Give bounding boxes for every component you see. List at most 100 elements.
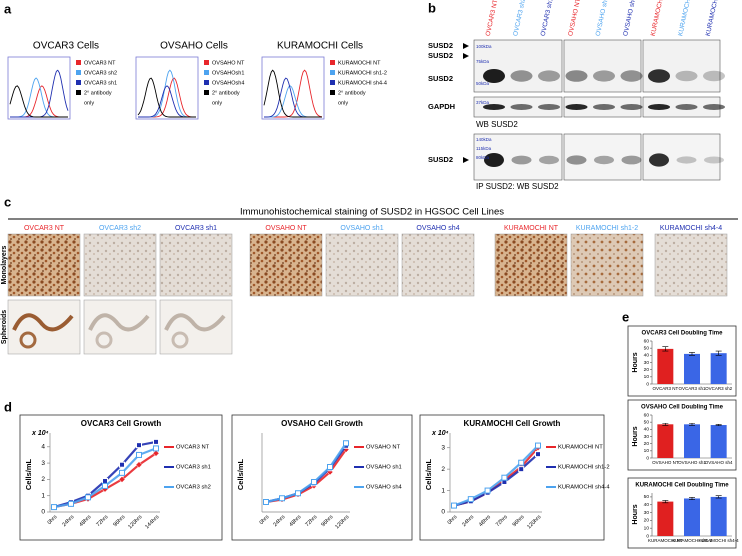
panel-label: d bbox=[4, 399, 12, 414]
size-marker: 50kDa bbox=[476, 81, 490, 86]
y-tick-label: 10 bbox=[644, 374, 650, 380]
y-tick-label: 3 bbox=[41, 460, 45, 467]
x-tick-label: KURAMOCHI NT bbox=[648, 538, 683, 543]
data-point bbox=[279, 495, 285, 502]
y-axis-unit: x 10⁴ bbox=[31, 430, 49, 437]
error-bar bbox=[662, 346, 669, 352]
legend-label: only bbox=[338, 100, 348, 106]
legend-label: OVCAR3 NT bbox=[84, 60, 116, 66]
blot-row-label: SUSD2 bbox=[428, 74, 453, 83]
size-marker: 75kDa bbox=[476, 59, 490, 64]
legend-swatch bbox=[204, 70, 209, 75]
blot-band bbox=[703, 104, 725, 110]
column-label: OVSAHO NT bbox=[265, 225, 307, 232]
legend-label: OVSAHO NT bbox=[366, 445, 401, 451]
lane-label: OVSAHO NT bbox=[567, 0, 582, 37]
ihc-image bbox=[159, 233, 233, 297]
blot-row-label: SUSD2 bbox=[428, 51, 453, 60]
row-label: Monolayers bbox=[1, 245, 8, 284]
y-tick-label: 0 bbox=[646, 533, 649, 539]
y-tick-label: 60 bbox=[644, 412, 650, 418]
ihc-image bbox=[494, 233, 568, 297]
histogram-curve bbox=[263, 69, 322, 118]
y-tick-label: 50 bbox=[644, 345, 650, 351]
histogram-curve bbox=[10, 69, 69, 118]
legend-swatch bbox=[76, 80, 81, 85]
histogram-title: OVCAR3 Cells bbox=[33, 41, 99, 52]
column-label: OVSAHO sh4 bbox=[416, 225, 459, 232]
blot-band bbox=[648, 69, 670, 83]
legend-swatch bbox=[76, 90, 81, 95]
blot-band bbox=[510, 70, 533, 82]
x-tick-label: OVCAR3 NT bbox=[652, 386, 678, 391]
y-tick-label: 20 bbox=[644, 518, 650, 524]
histogram-title: KURAMOCHI Cells bbox=[277, 41, 363, 52]
y-tick-label: 50 bbox=[644, 419, 650, 425]
legend-label: OVSAHO sh4 bbox=[366, 485, 403, 491]
ihc-image bbox=[325, 233, 399, 297]
chart-title: OVSAHO Cell Doubling Time bbox=[641, 405, 724, 411]
blot-band bbox=[621, 155, 642, 165]
y-axis-label: Hours bbox=[632, 352, 639, 372]
x-tick-label: OVCAR3 sh2 bbox=[705, 386, 733, 391]
blot-band bbox=[511, 155, 532, 165]
histogram-title: OVSAHO Cells bbox=[160, 41, 228, 52]
lane-label: OVSAHO sh4 bbox=[622, 0, 637, 37]
column-label: KURAMOCHI NT bbox=[504, 225, 559, 232]
blot-band bbox=[676, 156, 697, 164]
legend-label: OVSAHOsh1 bbox=[212, 70, 244, 76]
y-tick-label: 20 bbox=[644, 367, 650, 373]
legend-label: KURAMOCHI NT bbox=[338, 60, 381, 66]
x-tick-label: OVSAHO NT bbox=[652, 460, 679, 465]
chart-title: OVCAR3 Cell Growth bbox=[81, 419, 162, 428]
legend-label: KURAMOCHI sh4-4 bbox=[338, 80, 387, 86]
blot-band bbox=[538, 104, 560, 110]
bar bbox=[684, 498, 700, 536]
legend-swatch bbox=[330, 80, 335, 85]
column-label: OVCAR3 NT bbox=[24, 225, 65, 232]
y-axis-label: Hours bbox=[632, 504, 639, 524]
legend-label: OVCAR3 sh2 bbox=[84, 70, 117, 76]
blot-panel bbox=[563, 39, 642, 93]
legend-label: OVSAHO NT bbox=[212, 60, 245, 66]
data-point bbox=[85, 494, 91, 501]
legend-label: OVSAHO sh1 bbox=[366, 465, 402, 471]
x-tick-label: 0hrs bbox=[447, 514, 459, 526]
legend-label: OVCAR3 sh2 bbox=[176, 485, 211, 491]
histogram-curve bbox=[138, 77, 196, 118]
blot-band bbox=[703, 70, 725, 82]
legend-label: only bbox=[84, 100, 94, 106]
y-tick-label: 1 bbox=[41, 492, 45, 499]
y-tick-label: 2 bbox=[41, 476, 45, 483]
data-point bbox=[501, 474, 508, 481]
blot-band bbox=[648, 104, 670, 110]
blot-band bbox=[593, 70, 615, 82]
size-marker: 140kDa bbox=[476, 137, 492, 142]
legend-swatch bbox=[76, 70, 81, 75]
panel-label: a bbox=[4, 1, 12, 16]
error-bar bbox=[715, 350, 722, 356]
blot-band bbox=[484, 153, 504, 167]
error-bar bbox=[662, 500, 669, 504]
histogram-frame bbox=[261, 56, 325, 120]
ihc-image bbox=[654, 233, 728, 297]
y-tick-label: 4 bbox=[41, 444, 45, 451]
row-arrow bbox=[463, 53, 469, 59]
y-tick-label: 0 bbox=[646, 455, 649, 461]
data-point bbox=[68, 500, 74, 507]
column-label: KURAMOCHI sh4-4 bbox=[660, 225, 722, 232]
size-marker: 100kDa bbox=[476, 44, 492, 49]
blot-row-label: SUSD2 bbox=[428, 155, 453, 164]
data-point bbox=[311, 479, 317, 485]
blot-panel bbox=[642, 39, 721, 93]
data-point bbox=[51, 504, 57, 511]
y-tick-label: 40 bbox=[644, 502, 650, 508]
x-tick-label: 0hrs bbox=[47, 514, 59, 526]
blot-band bbox=[594, 155, 614, 165]
legend-label: 2° antibody bbox=[338, 90, 366, 96]
x-tick-label: KURAMOCHI sh1-2 bbox=[672, 538, 713, 543]
histogram-curve bbox=[10, 77, 68, 118]
y-axis-label: Hours bbox=[632, 426, 639, 446]
size-marker: 115kDa bbox=[476, 146, 492, 151]
blot-panel bbox=[473, 39, 563, 93]
